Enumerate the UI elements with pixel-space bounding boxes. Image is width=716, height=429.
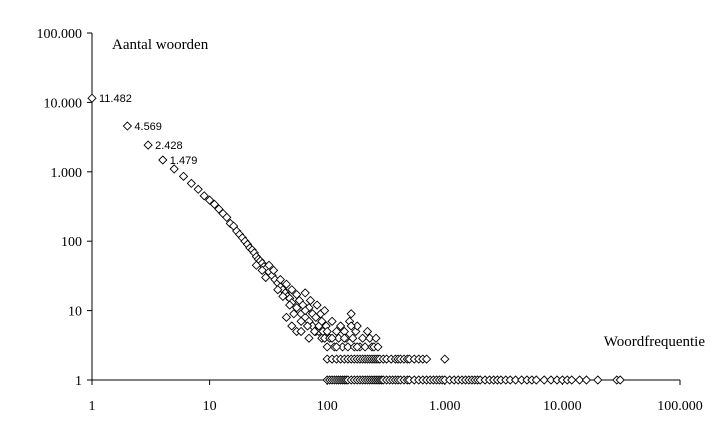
data-point (281, 279, 292, 289)
data-point (304, 333, 314, 343)
data-label: 1.479 (170, 155, 198, 167)
data-label: 11.482 (99, 93, 132, 105)
y-tick-label: 100 (61, 235, 82, 250)
data-point (371, 333, 381, 343)
data-point (292, 303, 302, 313)
y-axis-title: Aantal woorden (112, 37, 209, 53)
data-point (273, 285, 283, 295)
data-point (261, 272, 271, 283)
x-tick-label: 1 (89, 399, 96, 414)
data-point (352, 321, 362, 331)
data-point (339, 333, 350, 343)
data-point (289, 309, 299, 319)
data-point (300, 305, 310, 316)
data-point (222, 212, 232, 223)
data-point (539, 375, 549, 385)
data-point (331, 342, 342, 352)
data-point (348, 333, 358, 343)
data-point (251, 260, 262, 270)
data-point (169, 164, 179, 174)
data-point (312, 300, 322, 310)
data-point (365, 333, 375, 343)
data-label: 4.569 (134, 121, 162, 133)
x-ticks: 1 10 100 1.000 10.000 100.000 (89, 380, 703, 414)
data-point (346, 321, 356, 331)
data-point (331, 326, 342, 337)
data-point (362, 326, 373, 337)
data-points (87, 93, 625, 385)
data-point (510, 375, 521, 385)
data-point (615, 375, 625, 385)
data-point (581, 375, 592, 385)
data-point (122, 121, 133, 131)
data-point (204, 195, 215, 205)
data-point (305, 295, 316, 306)
data-point (186, 178, 197, 189)
x-tick-label: 1.000 (429, 399, 461, 414)
data-point (317, 316, 327, 326)
data-point (567, 375, 577, 385)
y-tick-label: 100.000 (37, 27, 83, 42)
data-label: 2.428 (155, 140, 183, 152)
data-point (287, 321, 297, 331)
data-point (531, 375, 541, 385)
data-point (574, 375, 585, 385)
data-point (346, 309, 356, 319)
data-point (257, 265, 267, 275)
data-point (593, 375, 603, 385)
data-point (193, 184, 203, 194)
data-point (343, 342, 353, 352)
data-point (275, 274, 286, 285)
y-tick-label: 10 (68, 305, 82, 320)
x-tick-label: 10.000 (543, 399, 582, 414)
data-point (440, 354, 450, 364)
x-tick-label: 10 (203, 399, 217, 414)
data-point (199, 191, 209, 201)
data-point (302, 321, 313, 331)
data-point (322, 342, 332, 352)
x-tick-label: 100 (317, 399, 338, 414)
data-point (278, 291, 288, 302)
data-point (281, 312, 292, 322)
data-point (357, 333, 368, 343)
data-point (268, 265, 279, 275)
data-point (285, 300, 295, 310)
data-annotations: 11.482 4.569 2.428 1.479 (99, 93, 197, 167)
data-point (351, 326, 361, 337)
data-point (373, 342, 383, 352)
data-point (264, 260, 274, 270)
data-point (296, 316, 306, 326)
data-point (335, 321, 346, 331)
y-tick-label: 10.000 (44, 96, 83, 111)
data-point (352, 342, 362, 352)
data-point (158, 155, 168, 165)
y-tick-label: 1.000 (51, 166, 83, 181)
data-point (209, 199, 220, 209)
data-point (327, 333, 337, 343)
y-ticks: 1 10 100 1.000 10.000 100.000 (37, 27, 92, 389)
data-point (309, 326, 320, 337)
data-point (546, 375, 556, 385)
data-point (287, 285, 297, 295)
data-point (327, 316, 337, 326)
data-point (322, 326, 332, 337)
x-tick-label: 100.000 (657, 399, 703, 414)
x-axis-title: Woordfrequentie (604, 334, 706, 350)
data-point (178, 171, 189, 181)
data-point (421, 354, 432, 364)
data-point (300, 288, 310, 298)
data-point (296, 326, 306, 337)
data-point (87, 93, 97, 103)
data-point (360, 342, 370, 352)
data-point (319, 305, 330, 316)
data-point (143, 140, 153, 150)
y-tick-label: 1 (75, 374, 82, 389)
